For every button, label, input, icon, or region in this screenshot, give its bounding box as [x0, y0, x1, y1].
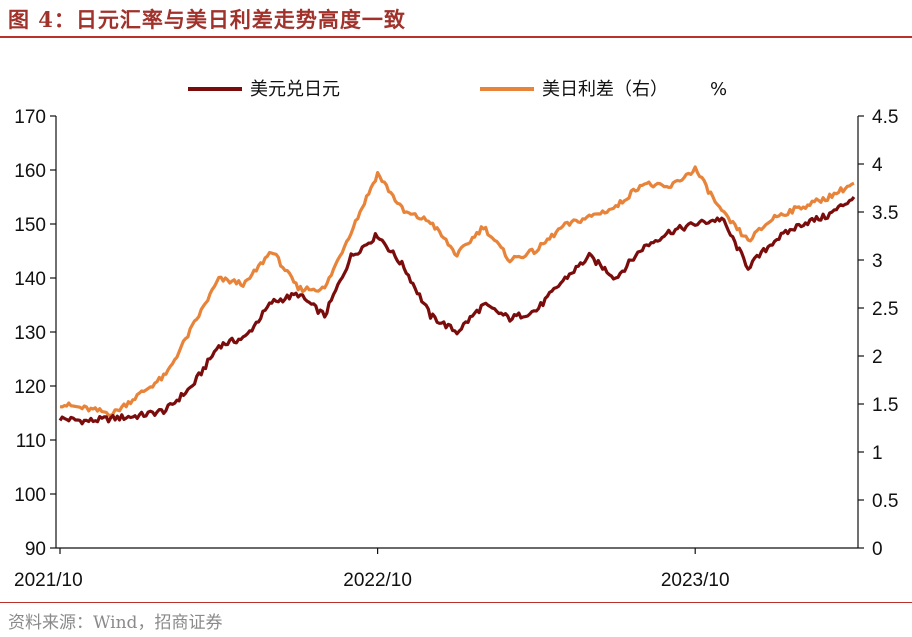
legend-label-spread: 美日利差（右）	[542, 79, 668, 100]
x-tick-label: 2023/10	[661, 570, 730, 591]
y-right-tick-label: 2	[872, 347, 883, 368]
legend-percent-label: %	[710, 79, 727, 100]
y-right-tick-label: 0	[872, 539, 883, 560]
figure-title: 图 4：日元汇率与美日利差走势高度一致	[8, 7, 406, 32]
y-right-tick-label: 4.5	[872, 107, 898, 128]
y-left-tick-label: 110	[16, 431, 46, 452]
source-rule	[0, 602, 912, 603]
x-tick-label: 2021/10	[14, 570, 83, 591]
y-left-tick-label: 150	[14, 215, 46, 236]
line-chart: 美元兑日元 美日利差（右） % 901001101201301401501601…	[14, 79, 898, 591]
legend: 美元兑日元 美日利差（右） %	[188, 79, 727, 100]
y-left-tick-label: 120	[14, 377, 46, 398]
y-left-tick-label: 140	[14, 269, 46, 290]
y-right-tick-label: 0.5	[872, 491, 898, 512]
axis-ticks: 90 100 110 120 130 140 150 160 170 0 0.5 1 1.5 2 2.5 3 3…	[14, 107, 898, 591]
y-left-tick-label: 160	[14, 161, 46, 182]
y-left-tick-label: 90	[25, 539, 46, 560]
source-note: 资料来源：Wind，招商证券	[8, 613, 223, 633]
y-left-tick-label: 100	[14, 485, 46, 506]
y-right-tick-label: 4	[872, 155, 883, 176]
y-right-tick-label: 1	[872, 443, 883, 464]
y-left-tick-label: 170	[14, 107, 46, 128]
y-right-tick-label: 2.5	[872, 299, 898, 320]
y-right-tick-label: 1.5	[872, 395, 898, 416]
x-tick-label: 2022/10	[343, 570, 412, 591]
title-rule	[0, 36, 912, 38]
series-line-spread	[59, 165, 855, 418]
y-left-tick-label: 130	[14, 323, 46, 344]
y-right-tick-label: 3.5	[872, 203, 898, 224]
legend-label-usdjpy: 美元兑日元	[250, 79, 340, 100]
series-line-usdjpy	[58, 195, 856, 426]
y-right-tick-label: 3	[872, 251, 883, 272]
data-series	[58, 165, 856, 426]
